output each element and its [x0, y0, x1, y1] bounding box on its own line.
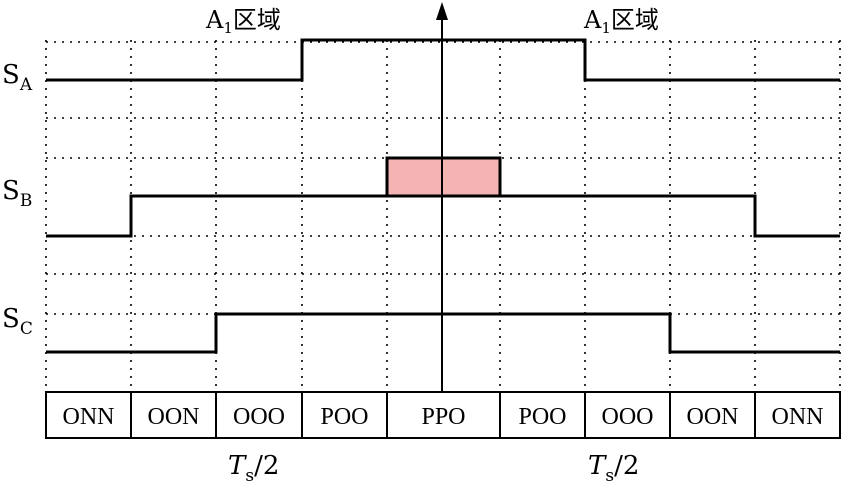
state-cell-9: ONN [772, 404, 824, 430]
region-label-left: A1区域 [205, 6, 281, 37]
signal-label-sa: SA [2, 60, 33, 95]
state-cell-8: OON [687, 404, 739, 430]
region-label-right: A1区域 [583, 6, 659, 37]
signal-label-sb: SB [2, 176, 32, 211]
sb-highlight-region [387, 158, 500, 196]
state-cell-6: POO [518, 404, 566, 430]
center-axis-arrow-icon [436, 2, 448, 20]
period-label-right: Ts/2 [588, 451, 639, 485]
state-row: ONN OON OOO POO PPO POO OOO OON ONN [45, 391, 841, 439]
state-cell-4: POO [320, 404, 368, 430]
period-label-left: Ts/2 [228, 451, 279, 485]
state-cell-5: PPO [421, 404, 465, 430]
state-cell-1: ONN [63, 404, 115, 430]
sb-waveform [46, 156, 840, 238]
sa-waveform [46, 38, 840, 82]
signal-label-sc: SC [2, 304, 33, 339]
state-cell-3: OOO [233, 404, 285, 430]
state-cell-2: OON [148, 404, 200, 430]
state-cell-7: OOO [602, 404, 654, 430]
